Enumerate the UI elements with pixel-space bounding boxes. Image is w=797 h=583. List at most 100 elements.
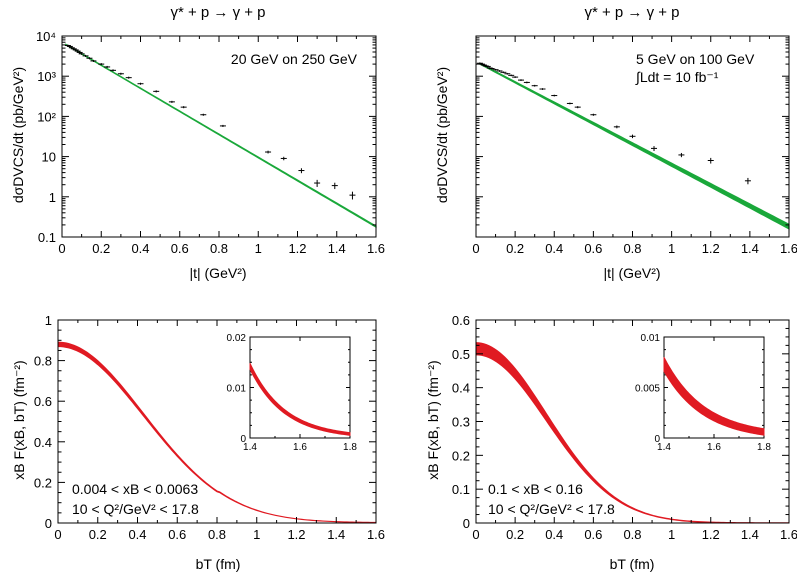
chart-1-band-path bbox=[65, 43, 377, 229]
chart-2-annotation: 5 GeV on 100 GeV bbox=[636, 51, 755, 67]
chart-1-ytick-label: 0.1 bbox=[38, 230, 56, 245]
chart-1-xtick-label: 0.2 bbox=[92, 241, 110, 256]
chart-4-xtick-label: 1 bbox=[668, 527, 675, 542]
chart-1-ytick-label: 10² bbox=[37, 109, 56, 124]
data-point bbox=[219, 124, 226, 127]
inset-ytick-label: 0.01 bbox=[227, 384, 247, 395]
data-point bbox=[488, 67, 495, 70]
chart-1-ytick-label: 1 bbox=[49, 190, 56, 205]
data-point bbox=[280, 156, 287, 161]
chart-4-inset: 1.4 1.6 1.8 0 0.005 0.01 bbox=[635, 333, 771, 453]
chart-1-fit-band bbox=[65, 43, 377, 229]
data-point bbox=[484, 65, 491, 68]
chart-3-ylabel: xB F(xB, bT) (fm⁻²) bbox=[11, 360, 27, 479]
data-point bbox=[574, 106, 581, 109]
chart-1-ytick-label: 10³ bbox=[37, 69, 56, 84]
chart-3-ytick-label: 0 bbox=[45, 516, 52, 531]
chart-4-ytick-label: 0.2 bbox=[452, 448, 470, 463]
data-point bbox=[82, 54, 89, 57]
inset-ytick-label: 0 bbox=[654, 434, 660, 445]
chart-3-xtick-label: 0.6 bbox=[168, 527, 186, 542]
data-point bbox=[551, 94, 558, 97]
chart-2-title: γ* + p → γ + p bbox=[584, 4, 679, 21]
chart-1-annotation: 20 GeV on 250 GeV bbox=[231, 51, 358, 67]
data-point bbox=[678, 152, 685, 158]
chart-4-ytick-label: 0.6 bbox=[452, 313, 470, 328]
chart-4-axes: 0 0.2 0.4 0.6 0.8 1 1.2 1.4 1.6 0 0.1 0.2 0.3 0.4 0.5 0… bbox=[452, 313, 797, 542]
data-point bbox=[98, 63, 105, 66]
chart-3-xtick-label: 1.2 bbox=[287, 527, 305, 542]
chart-4-xtick-label: 0.2 bbox=[506, 527, 524, 542]
chart-1-points bbox=[64, 44, 356, 200]
chart-1-xtick-label: 0.6 bbox=[171, 241, 189, 256]
data-point bbox=[531, 84, 538, 87]
inset-ytick-label: 0.005 bbox=[635, 384, 660, 395]
chart-4: 0 0.2 0.4 0.6 0.8 1 1.2 1.4 1.6 0 0.1 0.2 0.3 0.4 0.5 0… bbox=[425, 313, 797, 572]
chart-2-points bbox=[476, 62, 751, 185]
chart-3-xtick-label: 0.8 bbox=[208, 527, 226, 542]
chart-4-annotation: 0.1 < xB < 0.16 bbox=[488, 481, 583, 497]
chart-2-axes: 0 0.2 0.4 0.6 0.8 1 1.2 1.4 1.6 bbox=[472, 35, 797, 256]
data-point bbox=[651, 146, 658, 152]
inset-xtick-label: 1.6 bbox=[293, 442, 307, 453]
inset-xtick-label: 1.4 bbox=[243, 442, 257, 453]
data-point bbox=[153, 90, 160, 93]
chart-1-xtick-label: 0 bbox=[58, 241, 65, 256]
data-point bbox=[512, 76, 519, 78]
inset-xtick-label: 1.8 bbox=[757, 442, 771, 453]
data-point bbox=[74, 50, 81, 53]
chart-4-xtick-label: 1.6 bbox=[780, 527, 797, 542]
data-point bbox=[566, 102, 573, 105]
chart-2-xtick-label: 0.6 bbox=[584, 241, 602, 256]
inset-ytick-label: 0.01 bbox=[641, 333, 661, 344]
chart-3-axes: 0 0.2 0.4 0.6 0.8 1 1.2 1.4 1.6 0 0.2 0.4 0.6 0.8 1 bbox=[34, 313, 385, 542]
chart-3-ytick-label: 0.6 bbox=[34, 394, 52, 409]
chart-2: γ* + p → γ + p 0 0.2 0.4 0.6 0.8 1 1.2 1.4 1.6 5… bbox=[434, 4, 797, 281]
inset-xtick-label: 1.6 bbox=[707, 442, 721, 453]
data-point bbox=[707, 157, 714, 164]
chart-1-xtick-label: 0.8 bbox=[210, 241, 228, 256]
data-point bbox=[110, 69, 117, 72]
inset-band-path bbox=[249, 363, 351, 436]
inset-ytick-label: 0 bbox=[240, 434, 246, 445]
chart-4-ytick-label: 0.5 bbox=[452, 347, 470, 362]
chart-1-xtick-label: 0.4 bbox=[131, 241, 149, 256]
chart-2-xtick-label: 1 bbox=[668, 241, 675, 256]
chart-1-xtick-label: 1.6 bbox=[367, 241, 385, 256]
chart-4-ylabel: xB F(xB, bT) (fm⁻²) bbox=[425, 360, 441, 479]
chart-2-ylabel: dσDVCS/dt (pb/GeV²) bbox=[434, 67, 450, 203]
chart-1-xtick-label: 1 bbox=[255, 241, 262, 256]
chart-2-band-path bbox=[479, 62, 790, 230]
chart-3-ytick-label: 0.2 bbox=[34, 475, 52, 490]
data-point bbox=[629, 134, 636, 139]
data-point bbox=[500, 71, 507, 74]
data-point bbox=[492, 68, 499, 71]
chart-4-ytick-label: 0.1 bbox=[452, 482, 470, 497]
inset-ytick-label: 0.02 bbox=[227, 333, 247, 344]
data-point bbox=[200, 113, 207, 116]
data-point bbox=[137, 82, 144, 85]
chart-2-xtick-label: 1.2 bbox=[702, 241, 720, 256]
data-point bbox=[78, 52, 85, 55]
inset-xtick-label: 1.4 bbox=[657, 442, 671, 453]
chart-2-annotation-2: ∫Ldt = 10 fb⁻¹ bbox=[635, 69, 719, 85]
data-point bbox=[125, 76, 132, 79]
chart-2-fit-band bbox=[479, 62, 790, 230]
chart-1-xtick-label: 1.4 bbox=[328, 241, 346, 256]
chart-1-title: γ* + p → γ + p bbox=[170, 4, 265, 21]
chart-3-annotation: 0.004 < xB < 0.0063 bbox=[72, 481, 198, 497]
chart-2-xtick-label: 0.2 bbox=[506, 241, 524, 256]
data-point bbox=[331, 182, 338, 190]
chart-3-xtick-label: 0.2 bbox=[89, 527, 107, 542]
data-point bbox=[298, 168, 305, 174]
chart-4-xlabel: bT (fm) bbox=[610, 556, 655, 572]
chart-1-xtick-label: 1.2 bbox=[288, 241, 306, 256]
data-point bbox=[265, 150, 272, 154]
chart-1-ytick-label: 10 bbox=[42, 150, 56, 165]
chart-2-xtick-label: 1.6 bbox=[780, 241, 797, 256]
chart-4-annotation-2: 10 < Q²/GeV² < 17.8 bbox=[488, 501, 615, 517]
chart-3-inset: 1.4 1.6 1.8 0 0.01 0.02 bbox=[227, 333, 358, 453]
chart-3-xtick-label: 0.4 bbox=[128, 527, 146, 542]
chart-4-xtick-label: 0.4 bbox=[545, 527, 563, 542]
data-point bbox=[168, 100, 175, 103]
